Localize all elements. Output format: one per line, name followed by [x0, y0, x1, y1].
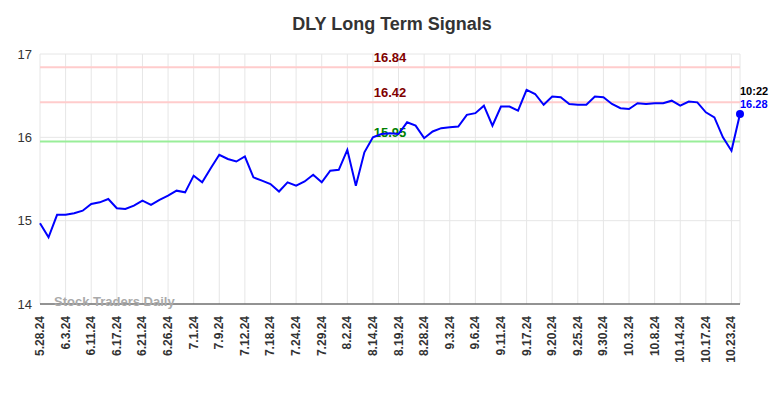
svg-text:9.17.24: 9.17.24 [520, 316, 534, 356]
svg-text:9.25.24: 9.25.24 [571, 316, 585, 356]
svg-text:10.17.24: 10.17.24 [699, 316, 713, 363]
svg-text:9.3.24: 9.3.24 [443, 316, 457, 350]
svg-text:5.28.24: 5.28.24 [33, 316, 47, 356]
svg-text:7.24.24: 7.24.24 [289, 316, 303, 356]
svg-text:7.18.24: 7.18.24 [263, 316, 277, 356]
svg-text:9.30.24: 9.30.24 [596, 316, 610, 356]
svg-text:7.9.24: 7.9.24 [212, 316, 226, 350]
svg-text:7.29.24: 7.29.24 [315, 316, 329, 356]
svg-text:15: 15 [18, 213, 32, 228]
svg-text:9.6.24: 9.6.24 [468, 316, 482, 350]
svg-text:6.21.24: 6.21.24 [135, 316, 149, 356]
svg-text:17: 17 [18, 47, 32, 62]
svg-text:10.3.24: 10.3.24 [622, 316, 636, 356]
svg-text:10.14.24: 10.14.24 [673, 316, 687, 363]
html-text:DLY Long Term Signals: DLY Long Term Signals [292, 14, 492, 34]
svg-text:9.20.24: 9.20.24 [545, 316, 559, 356]
svg-text:16.42: 16.42 [374, 85, 407, 100]
svg-text:8.14.24: 8.14.24 [366, 316, 380, 356]
svg-text:16: 16 [18, 130, 32, 145]
svg-text:6.26.24: 6.26.24 [161, 316, 175, 356]
svg-text:7.12.24: 7.12.24 [238, 316, 252, 356]
svg-text:16.84: 16.84 [374, 50, 407, 65]
svg-text:6.3.24: 6.3.24 [59, 316, 73, 350]
svg-text:8.2.24: 8.2.24 [340, 316, 354, 350]
svg-text:8.28.24: 8.28.24 [417, 316, 431, 356]
svg-text:16.28: 16.28 [740, 98, 768, 110]
svg-text:10.8.24: 10.8.24 [648, 316, 662, 356]
svg-text:6.11.24: 6.11.24 [84, 316, 98, 356]
html-text:Stock Traders Daily: Stock Traders Daily [54, 294, 175, 309]
svg-text:8.19.24: 8.19.24 [392, 316, 406, 356]
svg-text:10:22: 10:22 [740, 85, 768, 97]
svg-text:14: 14 [18, 297, 32, 312]
svg-text:9.11.24: 9.11.24 [494, 316, 508, 356]
svg-text:7.1.24: 7.1.24 [187, 316, 201, 350]
svg-text:15.95: 15.95 [374, 125, 407, 140]
svg-text:6.17.24: 6.17.24 [110, 316, 124, 356]
svg-text:10.23.24: 10.23.24 [724, 316, 738, 363]
